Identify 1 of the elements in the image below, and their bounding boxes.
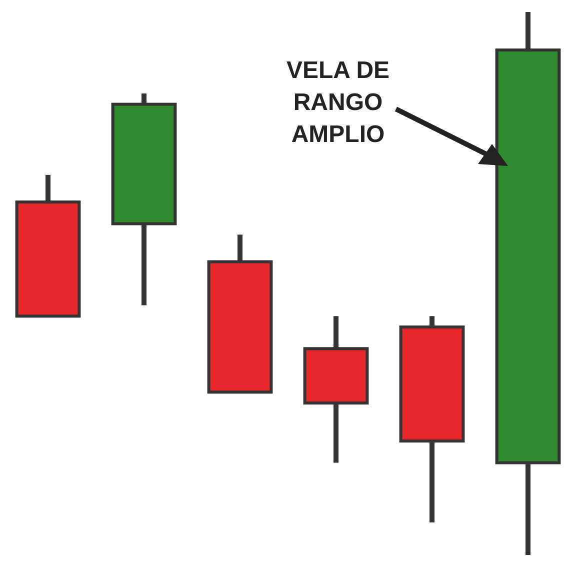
- annotation: VELA DE RANGO AMPLIO: [286, 57, 390, 148]
